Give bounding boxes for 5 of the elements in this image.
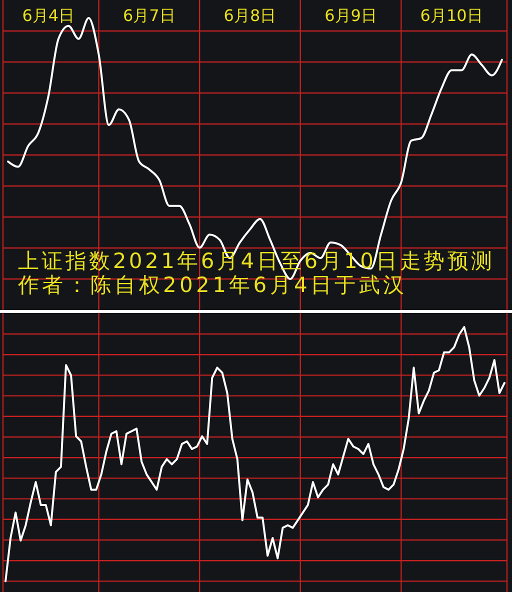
x-tick-label: 6月9日 [324, 6, 377, 25]
x-tick-label: 6月7日 [122, 6, 176, 25]
x-tick-label: 6月8日 [224, 6, 276, 25]
x-tick-label: 6月4日 [22, 6, 75, 25]
x-tick-label: 6月10日 [420, 6, 483, 25]
